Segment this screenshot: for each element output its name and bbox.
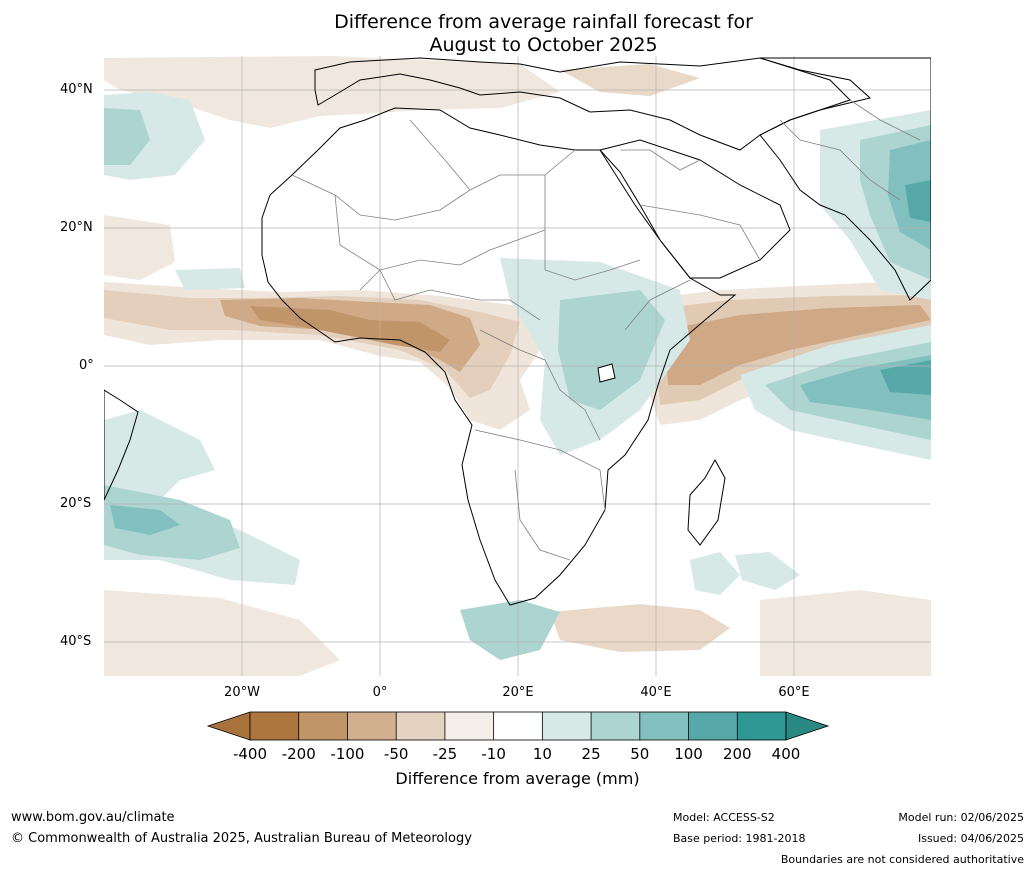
map-gridlines bbox=[104, 56, 931, 676]
colorbar-tick-label: 200 bbox=[722, 745, 752, 763]
country-borders bbox=[291, 99, 921, 561]
map-title-line2: August to October 2025 bbox=[429, 34, 658, 56]
great-lakes bbox=[597, 363, 616, 383]
colorbar-swatch bbox=[347, 712, 397, 740]
dry-region-southern-ocean bbox=[104, 590, 340, 676]
colorbar-swatch bbox=[444, 712, 494, 740]
lat-label-40s: 40°S bbox=[60, 634, 92, 649]
lon-label-60e: 60°E bbox=[778, 685, 810, 700]
footer-url: www.bom.gov.au/climate bbox=[11, 810, 175, 825]
colorbar-swatch bbox=[737, 712, 786, 740]
map-title-line1: Difference from average rainfall forecas… bbox=[334, 11, 753, 33]
land-masses bbox=[104, 57, 931, 606]
colorbar-swatch bbox=[639, 712, 689, 740]
colorbar-swatch bbox=[250, 712, 299, 740]
colorbar-swatch bbox=[493, 712, 543, 740]
lat-label-0: 0° bbox=[79, 358, 94, 373]
colorbar-tick-label: 10 bbox=[532, 745, 552, 763]
lon-label-20e: 20°E bbox=[502, 685, 534, 700]
madagascar-coastline bbox=[687, 458, 726, 546]
colorbar-tick-label: -100 bbox=[330, 745, 365, 763]
colorbar-swatch bbox=[396, 712, 445, 740]
colorbar-extend-high bbox=[785, 711, 830, 741]
wet-region-sahel bbox=[175, 268, 245, 290]
footer-model: Model: ACCESS-S2 bbox=[673, 811, 775, 824]
arabia-coastline bbox=[599, 139, 791, 279]
colorbar-tick-label: -400 bbox=[232, 745, 268, 763]
colorbar-tick-label: -10 bbox=[481, 745, 506, 763]
footer-disclaimer: Boundaries are not considered authoritat… bbox=[780, 853, 1024, 866]
footer-base-period: Base period: 1981-2018 bbox=[673, 832, 806, 845]
lon-label-0: 0° bbox=[372, 685, 388, 700]
footer-copyright: © Commonwealth of Australia 2025, Austra… bbox=[11, 831, 472, 846]
lon-label-20w: 20°W bbox=[224, 685, 260, 700]
colorbar-swatch bbox=[591, 712, 640, 740]
wet-region-india-core bbox=[905, 180, 931, 222]
dry-region-eastafrica-inner bbox=[665, 305, 931, 385]
africa-coastline bbox=[261, 107, 737, 606]
wet-region-indianocean-core bbox=[880, 360, 931, 395]
asia-coastline bbox=[759, 57, 931, 301]
south-america-tip bbox=[104, 389, 139, 501]
lat-label-20s: 20°S bbox=[60, 496, 92, 511]
colorbar-extend-low bbox=[206, 711, 251, 741]
wet-region-madagascar-ocean-2 bbox=[735, 552, 800, 590]
dry-region-southern-ocean-2 bbox=[550, 604, 730, 652]
colorbar-tick-label: -25 bbox=[432, 745, 458, 763]
colorbar-swatch bbox=[298, 712, 348, 740]
wet-region-south-africa-ocean bbox=[460, 600, 560, 660]
wet-region-madagascar-ocean bbox=[690, 552, 740, 595]
dry-region-sahel-outer bbox=[104, 215, 175, 280]
colorbar-swatch bbox=[688, 712, 738, 740]
colorbar-swatch bbox=[542, 712, 592, 740]
colorbar-title: Difference from average (mm) bbox=[395, 769, 640, 788]
colorbar-tick-label: 25 bbox=[581, 745, 601, 763]
footer-model-run: Model run: 02/06/2025 bbox=[898, 811, 1024, 824]
wet-region-centralafrica-inner bbox=[558, 290, 665, 410]
colorbar-tick-label: 400 bbox=[771, 745, 801, 763]
map-area bbox=[104, 56, 931, 676]
colorbar-tick-label: -200 bbox=[281, 745, 316, 763]
colorbar-frame bbox=[249, 711, 787, 741]
colorbar-tick-label: 50 bbox=[630, 745, 650, 763]
dry-region-north bbox=[104, 56, 560, 128]
colorbar-tick-label: 100 bbox=[674, 745, 703, 763]
dry-region-med bbox=[560, 64, 700, 96]
wet-anomaly-regions bbox=[104, 92, 931, 660]
colorbar bbox=[206, 711, 830, 741]
lat-label-20n: 20°N bbox=[60, 220, 93, 235]
wet-region-atlantic-north-inner bbox=[104, 108, 150, 165]
wet-region-atlantic-south-inner bbox=[110, 505, 180, 535]
dry-region-southern-ocean-3 bbox=[760, 590, 931, 676]
lat-label-40n: 40°N bbox=[60, 82, 93, 97]
europe-coastline bbox=[314, 57, 872, 151]
colorbar-tick-label: -50 bbox=[383, 745, 409, 763]
lon-label-40e: 40°E bbox=[640, 685, 672, 700]
footer-issued: Issued: 04/06/2025 bbox=[917, 832, 1024, 845]
